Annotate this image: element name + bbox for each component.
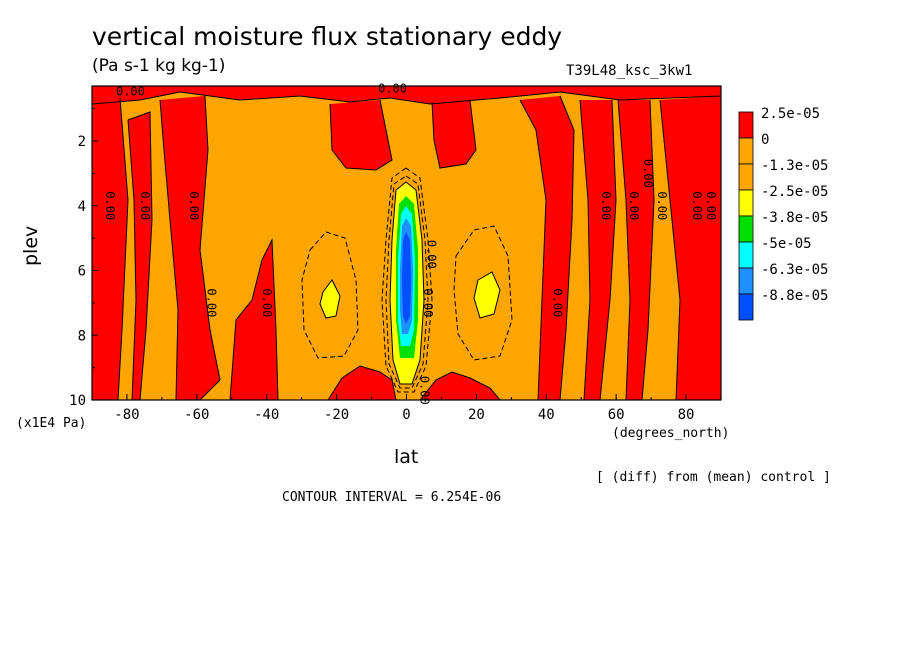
x-axis-units: (degrees_north) <box>612 426 730 441</box>
colorbar-label: -3.8e-05 <box>761 210 828 226</box>
colorbar-label: 0 <box>761 132 769 148</box>
x-tick-label: -80 <box>114 407 139 423</box>
dashed-contours <box>301 167 513 393</box>
x-tick-label: 40 <box>538 407 555 423</box>
red-region-west-strip-2 <box>160 96 220 400</box>
contour-label: 0.00 <box>116 85 145 99</box>
red-region-west-strip-3 <box>230 240 278 400</box>
y-axis-units: (x1E4 Pa) <box>16 416 87 431</box>
contour-labels: 0.00 0.000.00 0.00 0.000.00 0.000.000.000.00… <box>103 81 718 404</box>
contour-label: 0.00 <box>550 288 564 317</box>
y-tick-label: 8 <box>78 328 86 344</box>
colorbar-swatch <box>738 241 754 269</box>
red-region-east-strip-1 <box>520 96 574 400</box>
blue-region-core <box>402 232 411 324</box>
contour-interval: CONTOUR INTERVAL = 6.254E-06 <box>282 490 502 505</box>
contour-label: 0.00 <box>138 191 152 220</box>
contour-label: 0.00 <box>627 191 641 220</box>
red-region-west-edge <box>92 98 128 400</box>
red-region-upper-central <box>330 100 392 170</box>
contour-label: 0.00 <box>204 288 218 317</box>
x-axis-label: lat <box>394 446 419 468</box>
y-axis-label: plev <box>20 225 42 266</box>
contour-label: 0.00 <box>424 240 438 269</box>
colorbar-swatch <box>738 137 754 165</box>
red-region-bottom-central-west <box>328 366 396 400</box>
x-tick-label: 80 <box>678 407 695 423</box>
contour-label: 0.00 <box>103 191 117 220</box>
y-tick-label: 6 <box>78 264 86 280</box>
contour-label: 0.00 <box>655 191 669 220</box>
chart-title: vertical moisture flux stationary eddy <box>92 22 563 51</box>
contour-label: 0.00 <box>690 191 704 220</box>
contour-label: 0.00 <box>378 81 407 95</box>
red-region-east-edge <box>660 96 721 400</box>
colorbar-label: -2.5e-05 <box>761 184 828 200</box>
y-axis-ticks: 2 4 6 8 10 <box>69 108 98 409</box>
colorbar-swatch <box>738 215 754 243</box>
contour-lines <box>92 91 721 400</box>
colorbar-swatch <box>738 163 754 191</box>
y-tick-label: 10 <box>69 393 86 409</box>
contour-label: 0.00 <box>187 191 201 220</box>
x-tick-label: -60 <box>184 407 209 423</box>
x-tick-label: -20 <box>324 407 349 423</box>
chart-units: (Pa s-1 kg kg-1) <box>92 56 226 76</box>
colorbar-label: -5e-05 <box>761 236 812 252</box>
colorbar-swatch <box>738 189 754 217</box>
colorbar: 2.5e-05 0 -1.3e-05 -2.5e-05 -3.8e-05 -5e-05 -6… <box>738 106 828 321</box>
y-tick-label: 4 <box>78 199 86 215</box>
colorbar-label: 2.5e-05 <box>761 106 820 122</box>
x-tick-label: 0 <box>402 407 410 423</box>
contour-label: 0.00 <box>417 376 431 405</box>
contour-label: 0.00 <box>599 191 613 220</box>
contour-label: 0.00 <box>421 288 435 317</box>
colorbar-swatch <box>738 293 754 321</box>
difference-note: [ (diff) from (mean) control ] <box>596 470 831 485</box>
red-region-east-strip-3 <box>618 100 654 400</box>
contour-label: 0.00 <box>704 191 718 220</box>
colorbar-label: -6.3e-05 <box>761 262 828 278</box>
x-tick-label: -40 <box>254 407 279 423</box>
run-name: T39L48_ksc_3kw1 <box>566 63 693 79</box>
colorbar-label: -1.3e-05 <box>761 158 828 174</box>
x-axis-ticks: -80 -60 -40 -20 0 20 40 60 80 <box>91 394 722 423</box>
contour-label: 0.00 <box>641 159 655 188</box>
yellow-region-east-blob <box>474 272 500 318</box>
contour-fill <box>92 86 721 400</box>
contour-label: 0.00 <box>260 288 274 317</box>
red-region-bottom-central-east <box>420 372 500 400</box>
x-tick-label: 20 <box>468 407 485 423</box>
colorbar-label: -8.8e-05 <box>761 288 828 304</box>
colorbar-swatch <box>738 111 754 139</box>
y-tick-label: 2 <box>78 134 86 150</box>
red-region-top-band <box>92 86 721 104</box>
colorbar-swatch <box>738 267 754 295</box>
red-region-upper-central-east <box>432 100 476 168</box>
x-tick-label: 60 <box>608 407 625 423</box>
